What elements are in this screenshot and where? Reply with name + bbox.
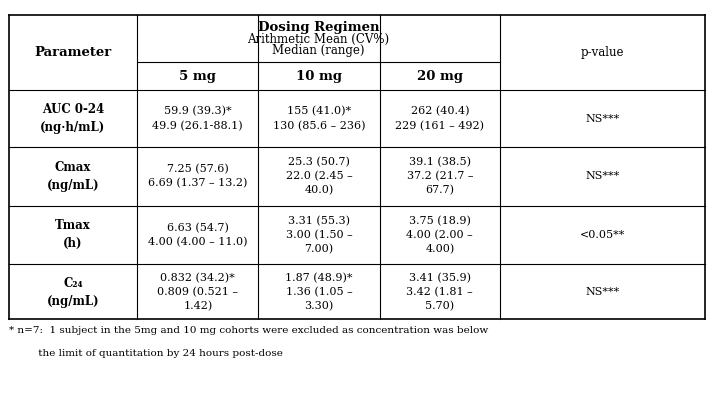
Text: Tmax
(h): Tmax (h) (55, 219, 91, 250)
Text: 59.9 (39.3)*
49.9 (26.1-88.1): 59.9 (39.3)* 49.9 (26.1-88.1) (153, 107, 243, 131)
Text: 262 (40.4)
229 (161 – 492): 262 (40.4) 229 (161 – 492) (396, 107, 484, 131)
Text: 1.87 (48.9)*
1.36 (1.05 –
3.30): 1.87 (48.9)* 1.36 (1.05 – 3.30) (286, 273, 353, 312)
Text: NS***: NS*** (585, 287, 620, 297)
Text: 6.63 (54.7)
4.00 (4.00 – 11.0): 6.63 (54.7) 4.00 (4.00 – 11.0) (148, 223, 248, 247)
Text: p-value: p-value (581, 46, 624, 59)
Text: NS***: NS*** (585, 171, 620, 181)
Text: Cmax
(ng/mL): Cmax (ng/mL) (46, 161, 99, 192)
Text: 3.31 (55.3)
3.00 (1.50 –
7.00): 3.31 (55.3) 3.00 (1.50 – 7.00) (286, 215, 353, 254)
Text: Arithmetic Mean (CV%): Arithmetic Mean (CV%) (247, 32, 390, 46)
Text: AUC 0-24
(ng·h/mL): AUC 0-24 (ng·h/mL) (40, 103, 106, 134)
Text: 25.3 (50.7)
22.0 (2.45 –
40.0): 25.3 (50.7) 22.0 (2.45 – 40.0) (286, 157, 353, 196)
Text: 155 (41.0)*
130 (85.6 – 236): 155 (41.0)* 130 (85.6 – 236) (273, 107, 366, 131)
Text: 3.41 (35.9)
3.42 (1.81 –
5.70): 3.41 (35.9) 3.42 (1.81 – 5.70) (406, 273, 473, 312)
Text: 0.832 (34.2)*
0.809 (0.521 –
1.42): 0.832 (34.2)* 0.809 (0.521 – 1.42) (157, 273, 238, 312)
Text: C₂₄
(ng/mL): C₂₄ (ng/mL) (46, 277, 99, 308)
Text: 20 mg: 20 mg (417, 70, 463, 82)
Text: 10 mg: 10 mg (296, 70, 342, 82)
Text: Dosing Regimen: Dosing Regimen (258, 21, 379, 34)
Text: 7.25 (57.6)
6.69 (1.37 – 13.2): 7.25 (57.6) 6.69 (1.37 – 13.2) (148, 164, 248, 188)
Text: 39.1 (38.5)
37.2 (21.7 –
67.7): 39.1 (38.5) 37.2 (21.7 – 67.7) (406, 157, 473, 196)
Text: NS***: NS*** (585, 114, 620, 124)
Text: 5 mg: 5 mg (179, 70, 216, 82)
Text: Median (range): Median (range) (272, 44, 365, 57)
Text: Parameter: Parameter (34, 46, 111, 59)
Text: * n=7:  1 subject in the 5mg and 10 mg cohorts were excluded as concentration wa: * n=7: 1 subject in the 5mg and 10 mg co… (9, 326, 488, 335)
Text: <0.05**: <0.05** (580, 230, 625, 240)
Text: the limit of quantitation by 24 hours post-dose: the limit of quantitation by 24 hours po… (9, 349, 283, 358)
Text: 3.75 (18.9)
4.00 (2.00 –
4.00): 3.75 (18.9) 4.00 (2.00 – 4.00) (406, 215, 473, 254)
